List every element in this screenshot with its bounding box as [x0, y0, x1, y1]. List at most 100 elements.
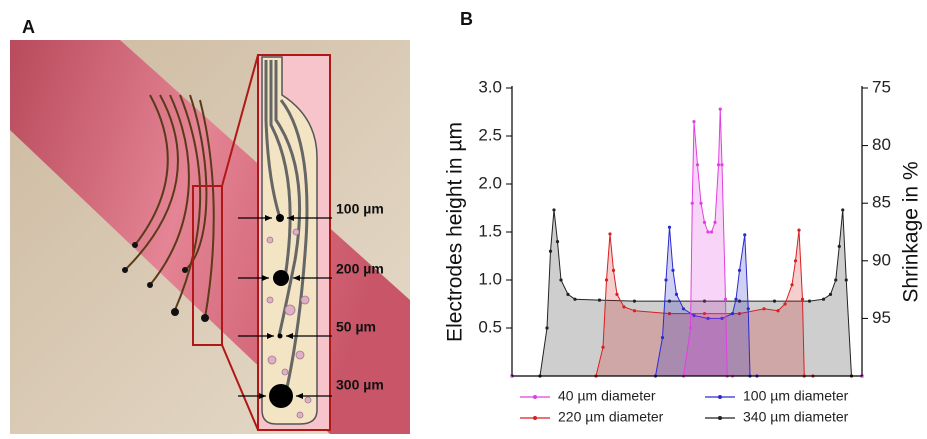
- point: [821, 297, 826, 301]
- point: [776, 309, 780, 313]
- point: [702, 299, 707, 303]
- holes: [266, 228, 312, 419]
- point: [604, 278, 609, 282]
- point: [632, 299, 637, 303]
- point: [566, 292, 570, 296]
- point: [692, 313, 696, 318]
- y2-tick-label: 85: [872, 193, 891, 212]
- y-tick-label: 2.5: [478, 125, 502, 144]
- point: [783, 302, 787, 306]
- y2-tick-label: 75: [872, 77, 891, 96]
- annotation: 100 µm: [336, 201, 384, 217]
- area: [512, 209, 862, 376]
- area: [512, 230, 862, 376]
- y2-tick-label: 90: [872, 250, 891, 269]
- electrodes: [122, 242, 209, 322]
- annotation: 50 µm: [336, 319, 376, 335]
- point: [807, 299, 812, 303]
- point: [841, 208, 845, 212]
- point: [743, 233, 747, 237]
- y-tick-label: 3.0: [478, 77, 502, 96]
- y-axis-label: Electrodes height in µm: [444, 122, 467, 342]
- annotation: 200 µm: [336, 261, 384, 277]
- y-tick-label: 1.5: [478, 221, 502, 240]
- point: [793, 259, 798, 263]
- point: [713, 220, 717, 224]
- point: [797, 228, 801, 232]
- area: [512, 227, 862, 376]
- point: [667, 299, 672, 303]
- point: [692, 120, 696, 124]
- point: [790, 283, 794, 287]
- y-tick-label: 2.0: [478, 173, 502, 192]
- legend-label: 220 µm diameter: [558, 409, 664, 425]
- point: [800, 297, 805, 301]
- point: [706, 230, 710, 234]
- point: [730, 312, 735, 316]
- point: [681, 307, 686, 311]
- zoom-line: [221, 54, 259, 187]
- arrow-heads: [259, 215, 303, 399]
- point: [720, 316, 724, 320]
- point: [762, 307, 766, 311]
- point: [828, 292, 833, 296]
- point: [690, 201, 694, 205]
- point: [737, 268, 742, 272]
- zoom-line: [221, 344, 259, 431]
- point: [667, 312, 672, 316]
- point: [597, 298, 602, 302]
- point: [688, 326, 693, 330]
- panel-label: B: [460, 9, 473, 29]
- point: [664, 278, 668, 282]
- y2-tick-label: 95: [872, 308, 891, 327]
- electrode-sites: [269, 214, 293, 408]
- point: [622, 305, 626, 309]
- point: [723, 297, 728, 301]
- point: [702, 312, 707, 316]
- point: [718, 107, 722, 111]
- legend-swatch-dot: [533, 395, 537, 399]
- point: [844, 278, 848, 282]
- point: [716, 163, 721, 167]
- line: [512, 209, 862, 377]
- point: [601, 345, 605, 349]
- legend-swatch-dot: [718, 416, 722, 420]
- legend-label: 40 µm diameter: [558, 388, 656, 404]
- point: [632, 309, 637, 313]
- point: [548, 249, 553, 253]
- legend-label: 340 µm diameter: [743, 409, 849, 425]
- point: [746, 307, 750, 311]
- point: [699, 201, 703, 205]
- legend-swatch-dot: [533, 416, 537, 420]
- point: [720, 163, 724, 167]
- line: [512, 230, 862, 377]
- panel-a: A: [10, 17, 410, 434]
- point: [660, 336, 665, 340]
- point: [837, 244, 841, 248]
- point: [608, 232, 612, 236]
- point: [671, 268, 675, 272]
- y-tick-label: 0.5: [478, 317, 502, 336]
- point: [559, 278, 563, 282]
- point: [695, 163, 700, 167]
- point: [674, 292, 679, 296]
- point: [552, 208, 556, 212]
- annotation: 300 µm: [336, 377, 384, 393]
- point: [573, 297, 577, 301]
- point: [615, 292, 619, 296]
- point: [734, 297, 738, 301]
- point: [706, 316, 710, 320]
- zoom-box: [192, 185, 223, 346]
- point: [834, 278, 838, 282]
- line: [512, 109, 862, 377]
- point: [702, 220, 707, 224]
- y2-axis-label: Shrinkage in %: [900, 161, 923, 302]
- point: [772, 299, 777, 303]
- plot-layers: [510, 107, 864, 378]
- point: [555, 240, 560, 244]
- panel-b: B Electrodes height in µm Shrinkage in %…: [444, 9, 923, 425]
- panel-label: A: [22, 17, 35, 37]
- legend-label: 100 µm diameter: [743, 388, 849, 404]
- point: [545, 326, 549, 330]
